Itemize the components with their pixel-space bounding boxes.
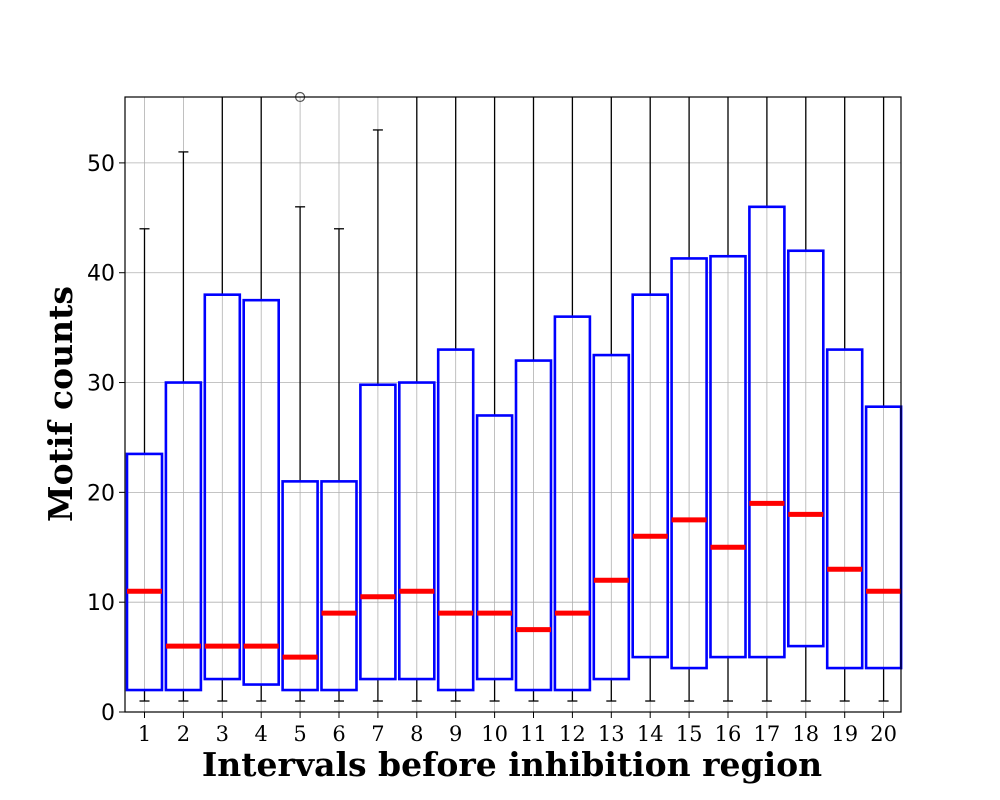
box-iqr [592, 353, 631, 681]
x-tick-label: 6 [332, 722, 345, 746]
y-tick-label: 50 [87, 152, 115, 177]
box-iqr [436, 348, 475, 692]
grid-lines [125, 97, 901, 713]
box-9 [436, 97, 475, 702]
box-iqr [359, 383, 397, 681]
x-tick-label: 10 [481, 722, 508, 746]
box-series [125, 91, 903, 702]
x-tick-label: 8 [410, 722, 423, 746]
box-iqr [242, 298, 280, 686]
x-tick-label: 13 [598, 722, 625, 746]
x-tick-label: 1 [138, 722, 151, 746]
box-12 [553, 97, 592, 702]
x-tick-label: 17 [754, 722, 781, 746]
x-tick-label: 9 [449, 722, 462, 746]
box-4 [242, 97, 280, 702]
box-10 [475, 97, 514, 702]
y-tick-label: 40 [87, 262, 115, 287]
box-iqr [748, 205, 786, 659]
x-tick-label: 2 [177, 722, 190, 746]
box-iqr [125, 452, 164, 692]
x-tick-label: 3 [216, 722, 229, 746]
box-5 [281, 91, 319, 702]
box-iqr [514, 359, 553, 692]
y-tick-label: 20 [87, 481, 115, 506]
box-14 [631, 97, 670, 702]
y-tick-label: 30 [87, 372, 115, 397]
box-15 [670, 97, 708, 702]
x-tick-label: 14 [637, 722, 664, 746]
box-iqr [281, 480, 319, 692]
x-tick-label: 20 [870, 722, 897, 746]
box-iqr [397, 381, 436, 681]
box-3 [203, 97, 242, 702]
box-6 [320, 228, 358, 702]
box-2 [164, 151, 203, 702]
box-19 [825, 97, 864, 702]
box-11 [514, 97, 553, 702]
y-axis-title: Motif counts [41, 286, 80, 522]
y-tick-label: 0 [101, 701, 115, 726]
box-1 [125, 228, 164, 702]
x-tick-label: 12 [559, 722, 586, 746]
x-tick-label: 16 [715, 722, 742, 746]
box-iqr [320, 480, 358, 692]
x-tick-label: 4 [255, 722, 268, 746]
box-iqr [786, 249, 825, 648]
box-17 [748, 97, 786, 702]
x-tick-label: 5 [293, 722, 306, 746]
x-tick-label: 11 [520, 722, 547, 746]
box-16 [709, 97, 747, 702]
y-tick-label: 10 [87, 591, 115, 616]
x-tick-label: 15 [676, 722, 703, 746]
box-iqr [825, 348, 864, 670]
x-tick-label: 7 [371, 722, 384, 746]
plot-area-frame [124, 96, 902, 713]
x-tick-label: 18 [792, 722, 819, 746]
box-13 [592, 97, 631, 702]
box-18 [786, 97, 825, 702]
box-8 [397, 97, 436, 702]
box-7 [359, 129, 397, 702]
x-axis-title: Intervals before inhibition region [202, 745, 822, 784]
box-iqr [553, 315, 592, 692]
box-iqr [164, 381, 203, 692]
box-iqr [203, 293, 242, 681]
box-iqr [475, 414, 514, 681]
x-tick-label: 19 [831, 722, 858, 746]
box-iqr [631, 293, 670, 659]
box-iqr [709, 254, 747, 659]
box-iqr [670, 257, 708, 670]
